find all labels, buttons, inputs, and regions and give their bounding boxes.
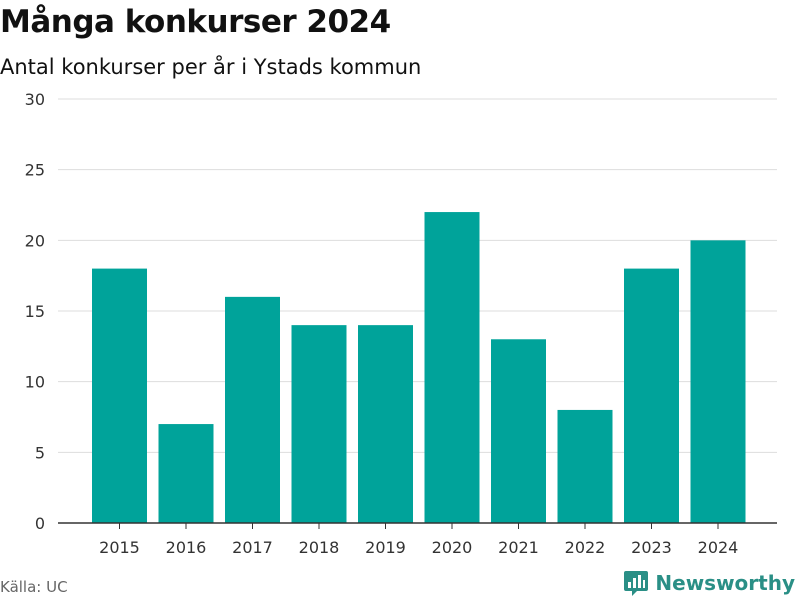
y-tick-label: 25 (25, 161, 45, 180)
x-tick-label: 2016 (166, 538, 207, 557)
brand-logo: Newsworthy (623, 569, 795, 597)
bar-2018 (291, 325, 347, 523)
y-tick-label: 10 (25, 373, 45, 392)
x-tick-label: 2022 (565, 538, 606, 557)
x-tick-label: 2017 (232, 538, 273, 557)
source-note: Källa: UC (0, 578, 68, 596)
bar-chart-logo-icon (624, 571, 649, 596)
y-tick-label: 15 (25, 302, 45, 321)
bar-2019 (358, 325, 413, 523)
x-tick-label: 2023 (631, 538, 672, 557)
x-tick-label: 2024 (698, 538, 739, 557)
bar-2022 (557, 409, 613, 523)
chart-title: Många konkurser 2024 (0, 4, 391, 40)
bar-2020 (424, 212, 480, 524)
x-tick-label: 2018 (299, 538, 340, 557)
bar-2015 (92, 268, 147, 523)
x-tick-label: 2020 (432, 538, 473, 557)
y-tick-label: 30 (25, 90, 45, 109)
x-tick-label: 2015 (99, 538, 140, 557)
y-tick-label: 20 (25, 231, 45, 250)
y-tick-label: 5 (35, 443, 45, 462)
bar-2016 (158, 424, 214, 523)
bar-2024 (690, 240, 746, 524)
y-tick-label: 0 (35, 514, 45, 533)
x-tick-label: 2021 (498, 538, 539, 557)
x-tick-label: 2019 (365, 538, 406, 557)
bars (92, 212, 746, 524)
brand-name: Newsworthy (655, 571, 795, 595)
bar-2021 (491, 339, 546, 523)
axes: 0 5 10 15 20 25 30 2015 2016 2017 2018 2019 2020 2021… (25, 90, 777, 557)
bar-2017 (225, 296, 280, 523)
bar-2023 (624, 268, 679, 523)
chart-subtitle: Antal konkurser per år i Ystads kommun (0, 55, 422, 79)
